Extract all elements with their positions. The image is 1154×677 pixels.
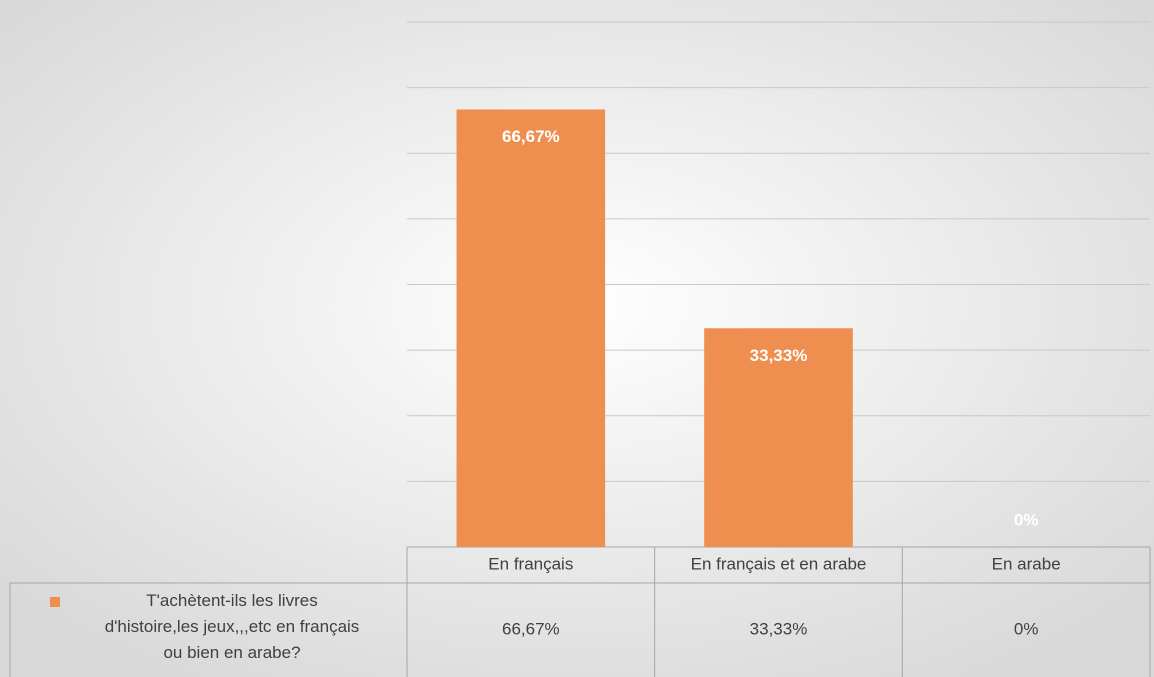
- legend-swatch: [50, 597, 60, 607]
- data-label: 66,67%: [502, 127, 560, 146]
- x-tick-label: En français: [488, 554, 573, 573]
- bar: [456, 109, 606, 548]
- x-tick-label: En français et en arabe: [691, 554, 867, 573]
- legend-label-line: ou bien en arabe?: [163, 643, 300, 662]
- bar: [704, 328, 853, 547]
- table-value: 0%: [1014, 619, 1039, 638]
- data-label: 0%: [1014, 510, 1039, 529]
- legend-label-line: d'histoire,les jeux,,,etc en français: [105, 617, 360, 636]
- table-value: 66,67%: [502, 619, 560, 638]
- legend-label-line: T'achètent-ils les livres: [146, 591, 317, 610]
- x-tick-label: En arabe: [992, 554, 1061, 573]
- legend-label: T'achètent-ils les livres d'histoire,les …: [105, 591, 360, 662]
- data-label: 33,33%: [750, 346, 808, 365]
- table-value: 33,33%: [750, 619, 808, 638]
